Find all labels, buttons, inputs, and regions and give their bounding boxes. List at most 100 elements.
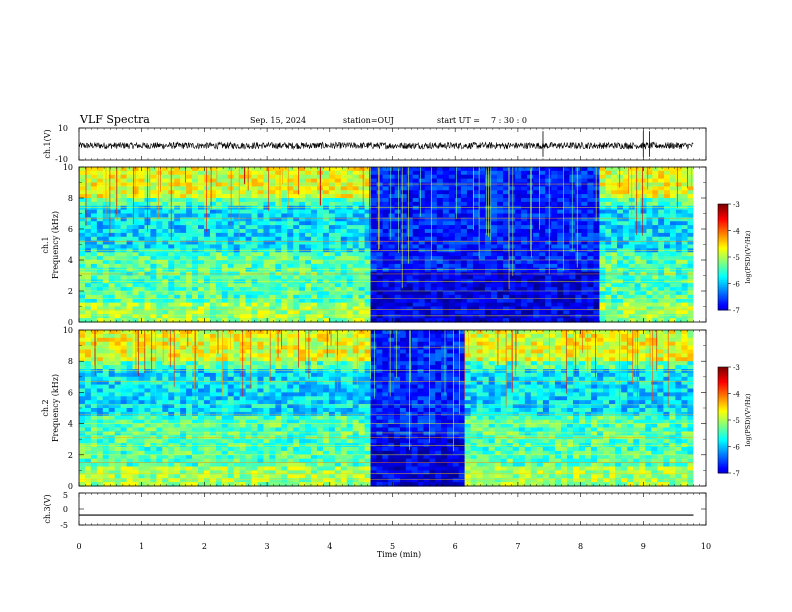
- spectrogram-cell: [186, 244, 193, 249]
- spectrogram-cell: [328, 260, 336, 265]
- spectrogram-cell: [358, 260, 366, 265]
- spectrogram-cell: [472, 314, 480, 319]
- spectrogram-cell: [382, 287, 390, 292]
- spectrogram-cell: [180, 182, 187, 187]
- spectrogram-cell: [539, 283, 546, 288]
- spectrogram-cell: [569, 287, 576, 292]
- spectrogram-cell: [605, 225, 612, 230]
- spectrogram-cell: [515, 232, 522, 238]
- spectrogram-cell: [509, 190, 516, 195]
- spectrogram-cell: [108, 333, 116, 339]
- spectrogram-cell: [162, 267, 169, 273]
- spectrogram-cell: [424, 287, 432, 292]
- spectrogram-cell: [174, 337, 181, 343]
- spectrogram-cell: [257, 170, 265, 176]
- spectrogram-cell: [227, 318, 235, 323]
- colorbar-cell: [718, 235, 728, 239]
- spectrogram-cell: [587, 267, 594, 273]
- spectrogram-cell: [478, 291, 486, 296]
- colorbar-cell: [718, 232, 728, 235]
- spectrogram-cell: [328, 263, 336, 269]
- spectrogram-cell: [472, 302, 480, 308]
- spectrogram-cell: [394, 194, 402, 199]
- spectrogram-cell: [156, 209, 163, 215]
- spectrogram-cell: [209, 201, 217, 207]
- spectrogram-cell: [454, 213, 462, 218]
- spectrogram-cell: [275, 252, 282, 257]
- spectrogram-cell: [293, 252, 300, 257]
- spectrogram-cell: [472, 190, 480, 195]
- spectrogram-cell: [340, 213, 348, 218]
- spectrogram-cell: [90, 170, 98, 176]
- spectrogram-cell: [203, 260, 211, 265]
- spectrogram-cell: [340, 256, 348, 261]
- spectrogram-cell: [664, 240, 671, 246]
- spectrogram-cell: [664, 252, 671, 257]
- spectrogram-cell: [174, 186, 181, 191]
- spectrogram-cell: [192, 167, 199, 172]
- spectrogram-cell: [466, 201, 474, 207]
- spectrogram-cell: [257, 263, 265, 269]
- spectrogram-cell: [239, 263, 247, 269]
- spectrogram-cell: [418, 267, 426, 273]
- spectrogram-cell: [233, 229, 241, 234]
- spectrogram-cell: [79, 240, 86, 246]
- spectrogram-cell: [611, 294, 618, 300]
- spectrogram-cell: [150, 263, 157, 269]
- spectrogram-cell: [503, 263, 510, 269]
- spectrogram-cell: [472, 213, 480, 218]
- spectrogram-cell: [491, 244, 498, 249]
- spectrogram-cell: [168, 287, 175, 292]
- spectrogram-cell: [328, 252, 336, 257]
- spectrogram-cell: [466, 209, 474, 215]
- spectrogram-cell: [664, 198, 671, 203]
- spectrogram-cell: [687, 302, 695, 308]
- spectrogram-cell: [239, 221, 247, 226]
- spectrogram-cell: [108, 302, 116, 308]
- spectrogram-cell: [198, 240, 205, 246]
- spectrogram-cell: [472, 182, 480, 187]
- spectrogram-cell: [79, 267, 86, 273]
- spectrogram-cell: [634, 267, 642, 273]
- spectrogram-cell: [376, 236, 384, 242]
- spectrogram-cell: [186, 294, 193, 300]
- spectrogram-cell: [251, 333, 259, 339]
- spectrogram-cell: [634, 213, 642, 218]
- spectrogram-cell: [221, 294, 229, 300]
- spectrogram-cell: [245, 267, 253, 273]
- spectrogram-cell: [382, 310, 390, 315]
- spectrogram-cell: [430, 186, 438, 191]
- spectrogram-cell: [687, 225, 695, 230]
- spectrogram-cell: [174, 267, 181, 273]
- spectrogram-cell: [84, 167, 92, 172]
- spectrogram-cell: [108, 217, 116, 222]
- spectrogram-cell: [84, 298, 92, 304]
- spectrogram-cell: [352, 294, 360, 300]
- spectrogram-cell: [120, 302, 128, 308]
- spectrogram-cell: [269, 221, 276, 226]
- spectrogram-cell: [352, 333, 360, 339]
- spectrogram-cell: [491, 298, 498, 304]
- spectrogram-cell: [180, 291, 187, 296]
- spectrogram-cell: [687, 178, 695, 184]
- spectrogram-cell: [186, 232, 193, 238]
- spectrogram-cell: [245, 306, 253, 311]
- spectrogram-cell: [102, 330, 110, 335]
- colorbar-cell: [718, 249, 728, 253]
- spectrogram-cell: [215, 209, 223, 215]
- spectrogram-cell: [245, 310, 253, 315]
- spectrogram-cell: [126, 333, 134, 339]
- spectrogram-cell: [466, 294, 474, 300]
- spectrogram-cell: [634, 217, 642, 222]
- spectrogram-cell: [418, 229, 426, 234]
- spectrogram-cell: [108, 178, 116, 184]
- spectrogram-cell: [156, 310, 163, 315]
- spectrogram-cell: [497, 178, 504, 184]
- spectrogram-cell: [466, 170, 474, 176]
- spectrogram-cell: [575, 244, 582, 249]
- spectrogram-cell: [545, 190, 552, 195]
- spectrogram-cell: [364, 306, 372, 311]
- spectrogram-cell: [287, 167, 294, 172]
- spectrogram-cell: [114, 275, 122, 280]
- spectrogram-cell: [293, 298, 300, 304]
